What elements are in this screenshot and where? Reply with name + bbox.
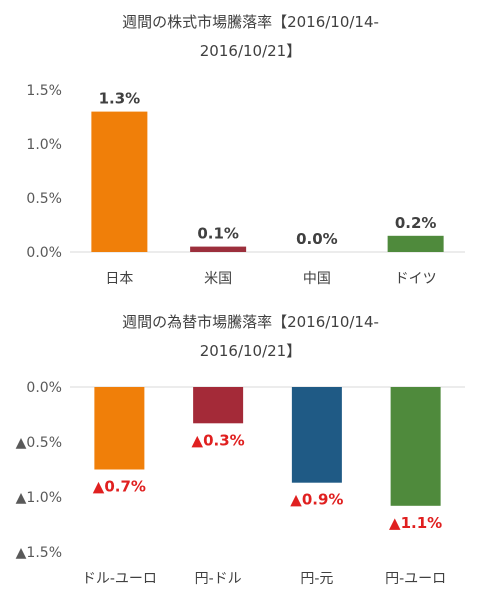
category-label: 円-元 bbox=[300, 571, 333, 587]
chart-title: 週間の株式市場騰落率【2016/10/14- 2016/10/21】 bbox=[0, 8, 501, 66]
category-label: 円-ドル bbox=[195, 571, 242, 587]
chart-title-line2: 2016/10/21】 bbox=[199, 42, 302, 60]
bar bbox=[91, 111, 148, 252]
y-tick-label: ▲0.5% bbox=[16, 435, 62, 451]
bar bbox=[387, 235, 444, 252]
data-label: 1.3% bbox=[99, 90, 141, 108]
y-tick-label: 0.0% bbox=[26, 245, 62, 261]
category-label: 円-ユーロ bbox=[385, 571, 446, 587]
y-tick-label: ▲1.5% bbox=[16, 545, 62, 561]
chart-title-line2: 2016/10/21】 bbox=[199, 342, 302, 360]
category-label: 日本 bbox=[105, 271, 133, 287]
bar bbox=[190, 246, 247, 252]
y-tick-label: ▲1.0% bbox=[16, 490, 62, 506]
y-tick-label: 0.5% bbox=[26, 191, 62, 207]
bar bbox=[193, 387, 244, 424]
y-tick-label: 1.5% bbox=[26, 83, 62, 99]
data-label: 0.0% bbox=[296, 230, 338, 248]
bar bbox=[94, 387, 145, 470]
chart-title-line1: 週間の為替市場騰落率【2016/10/14- bbox=[122, 313, 379, 331]
data-label: ▲0.7% bbox=[93, 478, 146, 496]
bar bbox=[291, 387, 342, 483]
data-label: ▲0.3% bbox=[192, 431, 245, 449]
category-label: 米国 bbox=[204, 271, 232, 287]
chart-title: 週間の為替市場騰落率【2016/10/14- 2016/10/21】 bbox=[0, 308, 501, 366]
data-label: 0.2% bbox=[395, 214, 437, 232]
stock-market-plot: 0.0% 0.5% 1.0% 1.5% 1.3% 日本 0.1% 米国 0.0% 中国 0.2% ドイ… bbox=[26, 83, 465, 287]
y-tick-label: 0.0% bbox=[26, 380, 62, 396]
currency-market-chart: 週間の為替市場騰落率【2016/10/14- 2016/10/21】 0.0% ▲… bbox=[0, 300, 501, 600]
stock-market-chart: 週間の株式市場騰落率【2016/10/14- 2016/10/21】 0.0% 0… bbox=[0, 8, 501, 287]
data-label: ▲0.9% bbox=[290, 491, 343, 509]
bar bbox=[390, 387, 441, 506]
data-label: ▲1.1% bbox=[389, 514, 442, 532]
category-label: 中国 bbox=[303, 271, 331, 287]
currency-market-plot: 0.0% ▲0.5% ▲1.0% ▲1.5% ▲0.7% ドル-ユーロ ▲0.3% 円-ドル ▲… bbox=[16, 380, 465, 587]
category-label: ドル-ユーロ bbox=[82, 571, 157, 587]
category-label: ドイツ bbox=[395, 271, 437, 287]
y-tick-label: 1.0% bbox=[26, 137, 62, 153]
data-label: 0.1% bbox=[197, 225, 239, 243]
chart-title-line1: 週間の株式市場騰落率【2016/10/14- bbox=[122, 13, 379, 31]
